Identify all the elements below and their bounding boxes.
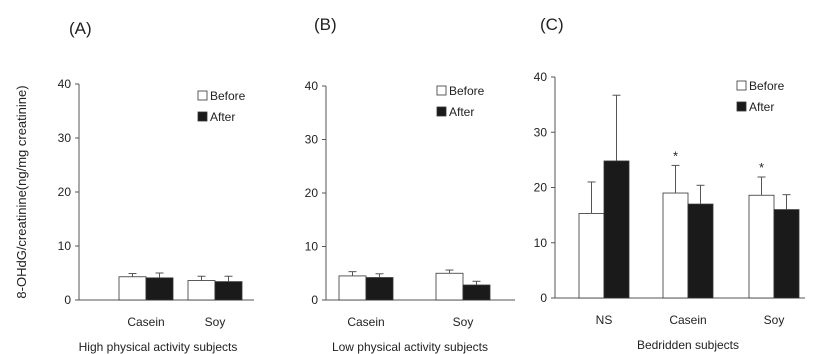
panel-a-bar — [187, 280, 216, 301]
panel-a-x-axis-label: High physical activity subjects — [79, 340, 238, 354]
panel-b-y-tick-label: 0 — [311, 293, 318, 307]
panel-c-bar — [748, 194, 775, 299]
panel-c-y-tick-label: 40 — [534, 70, 548, 84]
panel-c-significance-mark: * — [673, 148, 678, 163]
panel-c-bar — [773, 209, 800, 299]
panel-b-bar — [338, 275, 367, 301]
panel-c-bar — [662, 192, 689, 299]
panel-b-x-tick-label: Soy — [453, 315, 474, 329]
panel-b-y-tick-label: 20 — [305, 186, 319, 200]
y-axis-label: 8-OHdG/creatinine(ng/mg creatinine) — [14, 85, 29, 298]
panel-a-bar — [214, 281, 243, 301]
panel-a-legend-label: After — [210, 110, 235, 124]
panel-a-y-tick-label: 40 — [58, 77, 72, 91]
panel-b-x-tick-label: Casein — [347, 315, 384, 329]
panel-a-y-tick-label: 30 — [58, 131, 72, 145]
panel-b-bar — [365, 277, 394, 301]
panel-c-bar — [603, 160, 630, 299]
panel-c-legend-swatch — [736, 80, 747, 91]
panel-c-x-tick-label: NS — [596, 313, 613, 327]
panel-a-legend-swatch — [197, 111, 208, 122]
panel-a-bar — [145, 277, 174, 301]
panel-c-y-tick-label: 30 — [534, 125, 548, 139]
panel-c-bar — [578, 213, 605, 299]
panel-b-x-axis-label: Low physical activity subjects — [332, 340, 488, 354]
panel-a-x-tick-label: Casein — [127, 315, 164, 329]
panel-b-legend-label: After — [449, 105, 474, 119]
panel-c-y-tick-label: 20 — [534, 181, 548, 195]
panel-a-y-tick-label: 10 — [58, 239, 72, 253]
panel-c-y-tick-label: 0 — [540, 291, 547, 305]
panel-a-y-tick-label: 0 — [64, 293, 71, 307]
panel-c-y-tick-label: 10 — [534, 236, 548, 250]
panel-b-y-tick-label: 30 — [305, 133, 319, 147]
panel-c-legend-label: After — [749, 100, 774, 114]
panel-c-x-axis-label: Bedridden subjects — [637, 338, 739, 352]
panel-a-y-tick-label: 20 — [58, 185, 72, 199]
panel-b-legend-swatch — [436, 85, 447, 96]
panel-c-x-tick-label: Soy — [764, 313, 785, 327]
panel-c-significance-mark: * — [759, 160, 764, 175]
panel-c-bar — [687, 203, 714, 299]
panel-b-legend-swatch — [436, 106, 447, 117]
panel-b-bar — [435, 272, 464, 301]
panel-b-label: (B) — [314, 15, 337, 34]
panel-b-legend-label: Before — [449, 84, 485, 98]
panel-a-x-tick-label: Soy — [205, 315, 226, 329]
panel-c-x-tick-label: Casein — [669, 313, 706, 327]
panel-b-y-tick-label: 10 — [305, 240, 319, 254]
panel-b-bar — [462, 284, 491, 301]
panel-b-y-tick-label: 40 — [305, 79, 319, 93]
panel-a-bar — [118, 276, 147, 301]
panel-c-label: (C) — [540, 15, 564, 34]
panel-a-legend-swatch — [197, 90, 208, 101]
panel-c-legend-label: Before — [749, 79, 785, 93]
panel-a-label: (A) — [69, 19, 92, 38]
panel-c-legend-swatch — [736, 101, 747, 112]
panel-a-legend-label: Before — [210, 89, 246, 103]
